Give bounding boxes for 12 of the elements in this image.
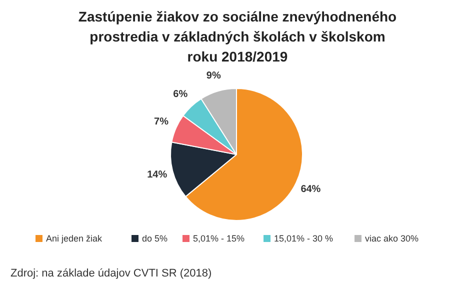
legend-label: 15,01% - 30 % — [274, 234, 334, 244]
data-label: 9% — [206, 70, 221, 82]
chart-title: Zastúpenie žiakov zo sociálne znevýhodneného prostredia v základných školách v školskom roku 2018/2019 — [78, 8, 397, 64]
text: Zdroj: na základe údajov CVTI SR (2018) — [10, 268, 212, 280]
legend-label: viac ako 30% — [365, 234, 419, 244]
data-label: 6% — [173, 89, 188, 100]
legend-label: 5,01% - 15% — [193, 234, 245, 244]
data-label: 7% — [154, 116, 169, 128]
legend-label: Ani jeden žiak — [46, 234, 103, 244]
legend-label: do 5% — [142, 234, 168, 244]
data-label: 14% — [147, 169, 168, 180]
data-label: 64% — [300, 184, 321, 195]
